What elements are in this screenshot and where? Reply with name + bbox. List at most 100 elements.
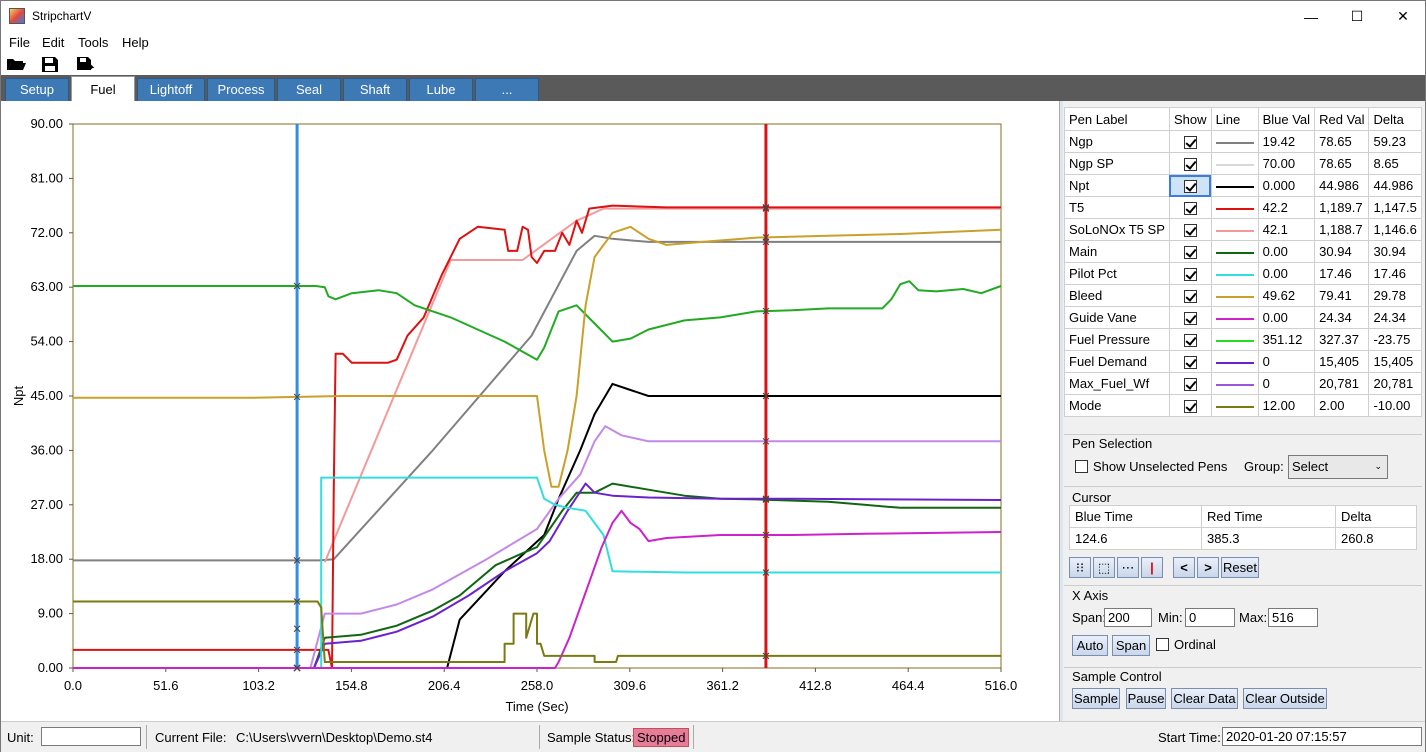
pen-show-cell[interactable] [1168,174,1212,197]
cursor-reset-button[interactable]: Reset [1221,557,1259,578]
group-select[interactable]: Select ⌄ [1288,455,1388,479]
pen-line-cell[interactable] [1210,152,1259,175]
pen-show-cell[interactable] [1168,328,1212,351]
cursor-right-icon[interactable]: > [1197,557,1219,578]
pen-show-cell[interactable] [1168,284,1212,307]
pen-line-cell[interactable] [1210,328,1259,351]
max-input[interactable]: 516 [1268,608,1318,627]
pen-row[interactable]: SoLoNOx T5 SP 42.1 1,188.7 1,146.6 [1064,218,1422,241]
pen-show-checkbox[interactable] [1183,246,1197,260]
pen-show-checkbox[interactable] [1183,224,1197,238]
pause-button[interactable]: Pause [1126,688,1166,709]
sample-button[interactable]: Sample [1072,688,1120,709]
pen-show-cell[interactable] [1168,218,1212,241]
close-icon[interactable]: ✕ [1397,8,1409,24]
cursor-mode-dotted-icon[interactable]: ⋯ [1117,557,1139,578]
pen-show-cell[interactable] [1168,240,1212,263]
pen-table-header[interactable]: Delta [1368,107,1422,131]
tab-lube[interactable]: Lube [409,78,473,101]
pen-row[interactable]: Fuel Demand 0 15,405 15,405 [1064,350,1422,373]
menu-help[interactable]: Help [122,35,149,50]
pen-row[interactable]: Fuel Pressure 351.12 327.37 -23.75 [1064,328,1422,351]
pen-show-cell[interactable] [1168,196,1212,219]
pen-show-checkbox[interactable] [1183,268,1197,282]
pen-show-checkbox[interactable] [1183,136,1197,150]
auto-button[interactable]: Auto [1072,635,1108,656]
tab-seal[interactable]: Seal [277,78,341,101]
menu-tools[interactable]: Tools [78,35,109,50]
pen-line-cell[interactable] [1210,394,1259,417]
tab-more[interactable]: ... [475,78,539,101]
pen-show-cell[interactable] [1168,130,1212,153]
show-unselected-checkbox[interactable] [1075,460,1088,473]
tab-shaft[interactable]: Shaft [343,78,407,101]
maximize-icon[interactable]: ☐ [1350,8,1364,24]
pen-line-cell[interactable] [1210,130,1259,153]
pen-row[interactable]: Bleed 49.62 79.41 29.78 [1064,284,1422,307]
pen-line-cell[interactable] [1210,218,1259,241]
pen-show-checkbox[interactable] [1183,378,1197,392]
pen-show-cell[interactable] [1168,350,1212,373]
tab-lightoff[interactable]: Lightoff [137,78,205,101]
pen-row[interactable]: Guide Vane 0.00 24.34 24.34 [1064,306,1422,329]
tab-setup[interactable]: Setup [5,78,69,101]
pen-table-header[interactable]: Show [1168,107,1212,131]
pen-show-cell[interactable] [1168,262,1212,285]
pen-table-header[interactable]: Line [1210,107,1259,131]
pen-show-cell[interactable] [1168,372,1212,395]
menu-file[interactable]: File [9,35,30,50]
pen-table-header[interactable]: Blue Val [1257,107,1316,131]
chart-area[interactable]: 0.00 9.00 18.00 27.00 36.00 45.00 54.00 63.00 72… [1,101,1059,721]
pen-row[interactable]: Max_Fuel_Wf 0 20,781 20,781 [1064,372,1422,395]
ordinal-checkbox[interactable] [1156,638,1169,651]
pen-show-cell[interactable] [1168,152,1212,175]
pen-table-header[interactable]: Red Val [1314,107,1370,131]
cursor-left-icon[interactable]: < [1173,557,1195,578]
menu-edit[interactable]: Edit [42,35,65,50]
open-folder-icon[interactable] [5,54,27,74]
pen-show-checkbox[interactable] [1183,400,1197,414]
pen-row[interactable]: Main 0.00 30.94 30.94 [1064,240,1422,263]
pen-row[interactable]: Pilot Pct 0.00 17.46 17.46 [1064,262,1422,285]
pen-row[interactable]: Mode 12.00 2.00 -10.00 [1064,394,1422,417]
pen-show-checkbox[interactable] [1183,180,1197,194]
pen-line-cell[interactable] [1210,306,1259,329]
min-input[interactable]: 0 [1185,608,1235,627]
pen-show-cell[interactable] [1168,306,1212,329]
tab-process[interactable]: Process [207,78,275,101]
red-cursor-icon[interactable]: | [1141,557,1163,578]
pen-show-checkbox[interactable] [1183,356,1197,370]
pen-line-cell[interactable] [1210,350,1259,373]
pen-show-checkbox[interactable] [1183,290,1197,304]
pen-line-cell[interactable] [1210,372,1259,395]
span-button[interactable]: Span [1112,635,1150,656]
pen-row[interactable]: Ngp 19.42 78.65 59.23 [1064,130,1422,153]
pen-line-cell[interactable] [1210,240,1259,263]
pen-line-cell[interactable] [1210,284,1259,307]
clear-outside-button[interactable]: Clear Outside [1243,688,1327,709]
minimize-icon[interactable]: — [1304,8,1318,25]
pen-show-checkbox[interactable] [1183,202,1197,216]
tab-fuel[interactable]: Fuel [71,76,135,101]
save-as-icon[interactable] [74,54,96,74]
pen-row[interactable]: T5 42.2 1,189.7 1,147.5 [1064,196,1422,219]
pen-line-cell[interactable] [1210,262,1259,285]
panel-splitter[interactable] [1059,101,1063,721]
pen-table-header[interactable]: Pen Label [1064,107,1170,131]
stripchart[interactable]: 0.00 9.00 18.00 27.00 36.00 45.00 54.00 63.00 72… [1,101,1059,721]
pen-line-cell[interactable] [1210,196,1259,219]
title-bar[interactable]: StripchartV — ☐ ✕ [1,1,1425,32]
span-input[interactable]: 200 [1104,608,1152,627]
save-icon[interactable] [39,54,61,74]
pen-row[interactable]: Npt 0.000 44.986 44.986 [1064,174,1422,197]
clear-data-button[interactable]: Clear Data [1171,688,1238,709]
cursor-mode-lines-icon[interactable]: ⁝⁝ [1069,557,1091,578]
pen-row[interactable]: Ngp SP 70.00 78.65 8.65 [1064,152,1422,175]
pen-show-checkbox[interactable] [1183,312,1197,326]
unit-input[interactable] [41,727,141,746]
cursor-mode-box-icon[interactable]: ⬚ [1093,557,1115,578]
pen-show-checkbox[interactable] [1183,334,1197,348]
pen-show-checkbox[interactable] [1183,158,1197,172]
pen-line-cell[interactable] [1210,174,1259,197]
pen-show-cell[interactable] [1168,394,1212,417]
